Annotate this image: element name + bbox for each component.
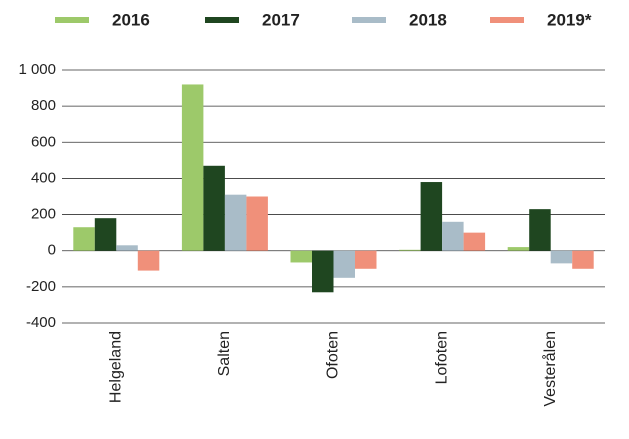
bar xyxy=(420,182,443,251)
y-tick-label: 400 xyxy=(31,169,56,186)
x-tick-label: Lofoten xyxy=(433,331,450,384)
bar xyxy=(463,232,486,251)
y-tick-label: 800 xyxy=(31,97,56,114)
bar xyxy=(181,84,204,251)
legend-swatch xyxy=(490,17,524,23)
legend-label: 2017 xyxy=(262,10,300,29)
bar xyxy=(333,250,355,278)
bar xyxy=(73,227,95,251)
bar xyxy=(399,249,421,251)
bar xyxy=(246,196,268,251)
bar xyxy=(116,245,138,251)
legend-swatch xyxy=(55,17,89,23)
bar xyxy=(290,250,312,263)
y-tick-label: 200 xyxy=(31,206,56,223)
bar xyxy=(355,250,377,269)
x-tick-label: Ofoten xyxy=(325,331,342,379)
bar xyxy=(442,221,464,251)
y-tick-label: -400 xyxy=(26,314,56,331)
bar xyxy=(94,218,117,251)
bar xyxy=(572,250,594,269)
legend-swatch xyxy=(352,17,386,23)
y-tick-label: 0 xyxy=(48,242,56,259)
x-tick-label: Vesterålen xyxy=(541,331,559,407)
legend-label: 2018 xyxy=(409,10,447,29)
bar xyxy=(507,247,530,251)
bar xyxy=(203,165,225,251)
legend-label: 2019* xyxy=(547,10,592,29)
y-tick-label: -200 xyxy=(26,278,56,295)
legend-label: 2016 xyxy=(112,10,150,29)
x-tick-label: Helgeland xyxy=(108,331,125,403)
y-tick-label: 600 xyxy=(31,133,56,150)
bar xyxy=(137,250,160,271)
y-tick-label: 1 000 xyxy=(18,61,56,78)
bar xyxy=(224,194,247,251)
x-tick-label: Salten xyxy=(216,331,233,376)
bar xyxy=(550,250,573,264)
legend-swatch xyxy=(205,17,239,23)
bar xyxy=(529,209,551,251)
bar xyxy=(312,250,334,293)
